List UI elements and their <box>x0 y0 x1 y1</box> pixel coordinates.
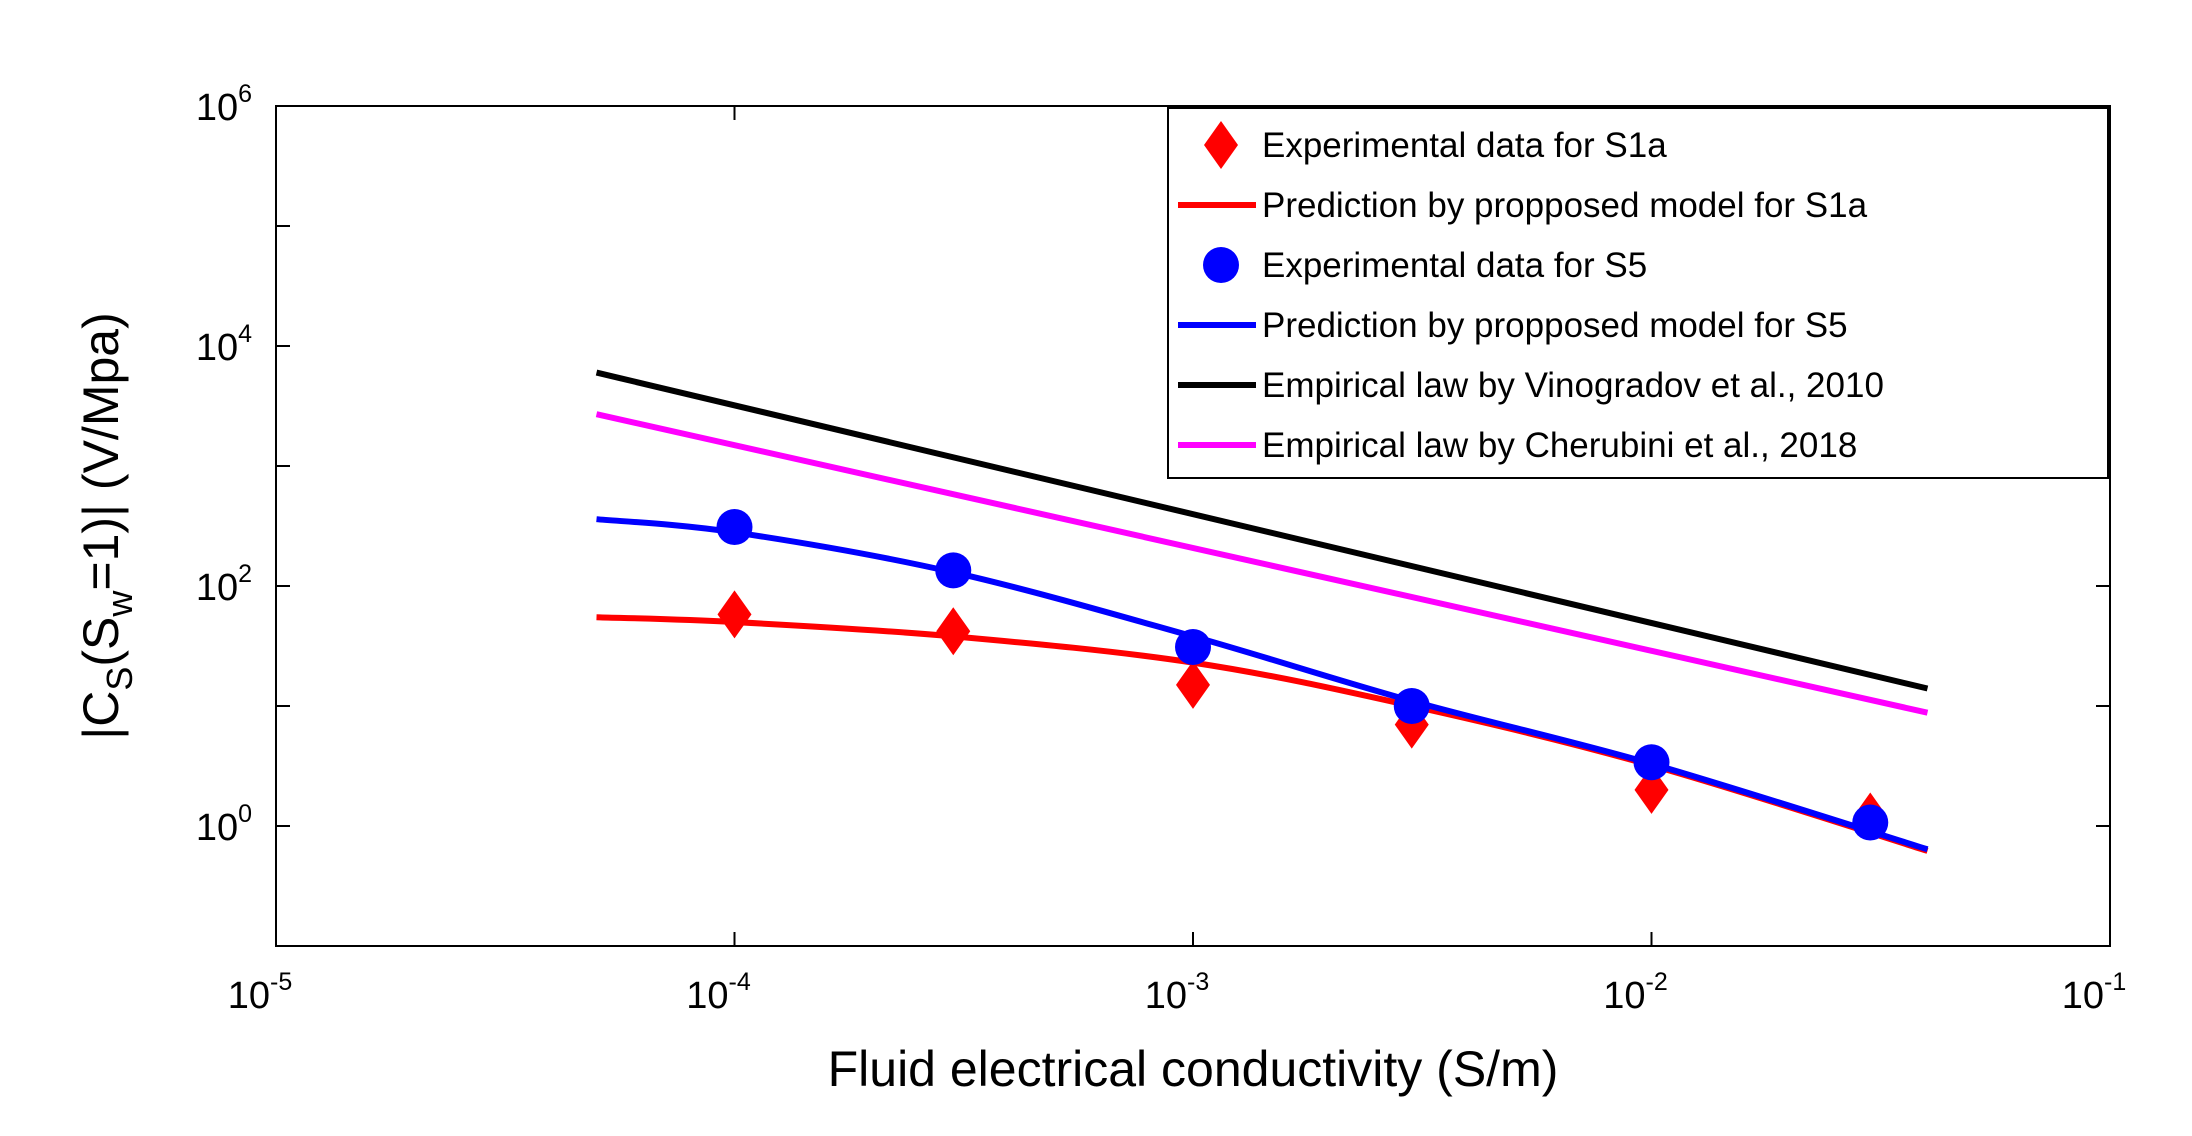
x-tick-label-base: 10 <box>228 975 270 1017</box>
legend-entry: Experimental data for S5 <box>1203 246 1647 285</box>
marker-layer <box>716 509 1889 841</box>
legend-label: Prediction by propposed model for S1a <box>1262 186 1868 225</box>
legend-entry: Empirical law by Cherubini et al., 2018 <box>1178 426 1857 465</box>
y-tick-label-exp: 2 <box>238 560 252 588</box>
legend-label: Empirical law by Cherubini et al., 2018 <box>1262 426 1857 465</box>
y-axis-title-sub-w: w <box>99 590 140 618</box>
x-tick-label-exp: -3 <box>1187 968 1209 996</box>
legend-label: Experimental data for S1a <box>1262 126 1667 165</box>
legend-box <box>1167 107 2109 479</box>
data-point-circle <box>716 509 753 546</box>
y-axis-title-suffix: =1)| (V/Mpa) <box>73 312 129 590</box>
x-tick-label-base: 10 <box>1145 975 1187 1017</box>
x-tick-label: 10-1 <box>2062 968 2127 1017</box>
y-tick-label-base: 10 <box>196 327 238 369</box>
data-point-circle <box>1393 688 1430 724</box>
x-tick-label: 10-2 <box>1603 968 1668 1017</box>
x-tick-label-base: 10 <box>2062 975 2104 1017</box>
y-tick-label: 102 <box>196 560 252 609</box>
x-tick-label-exp: -2 <box>1646 968 1668 996</box>
y-axis-title-mid: (S <box>73 617 129 667</box>
x-tick-label: 10-4 <box>686 968 751 1017</box>
legend-entry: Prediction by propposed model for S5 <box>1178 306 1848 345</box>
y-tick-label: 106 <box>196 80 252 129</box>
x-axis-title: Fluid electrical conductivity (S/m) <box>828 1041 1559 1097</box>
legend-entry: Experimental data for S1a <box>1204 121 1667 169</box>
x-tick-label-exp: -1 <box>2104 968 2126 996</box>
legend-marker-circle <box>1203 247 1239 283</box>
x-tick-labels: 10-5 10-4 10-3 10-2 10-1 <box>228 968 2127 1017</box>
data-point-circle <box>1852 804 1889 841</box>
x-tick-label-base: 10 <box>686 975 728 1017</box>
x-tick-label-exp: -5 <box>270 968 292 996</box>
legend-label: Prediction by propposed model for S5 <box>1262 306 1848 345</box>
y-tick-label-base: 10 <box>196 87 238 129</box>
data-point-circle <box>1633 744 1670 781</box>
legend-entries: Experimental data for S1a Prediction by p… <box>1178 121 1884 465</box>
data-point-diamond <box>717 590 752 639</box>
legend-marker-diamond <box>1204 121 1238 169</box>
series-line-4 <box>595 369 1929 692</box>
x-tick-label: 10-3 <box>1145 968 1210 1017</box>
y-tick-label-exp: 0 <box>238 800 252 828</box>
legend-label: Empirical law by Vinogradov et al., 2010 <box>1262 366 1884 405</box>
y-tick-label-exp: 6 <box>238 80 252 108</box>
y-tick-label-base: 10 <box>196 807 238 849</box>
legend: Experimental data for S1a Prediction by p… <box>1167 107 2109 479</box>
y-tick-label: 100 <box>196 800 252 849</box>
y-tick-label-exp: 4 <box>238 320 252 348</box>
data-point-diamond <box>1176 660 1210 709</box>
x-tick-label: 10-5 <box>228 968 293 1017</box>
x-tick-label-exp: -4 <box>729 968 751 996</box>
data-point-diamond <box>936 607 971 656</box>
y-axis-title-sub-s: S <box>99 667 140 691</box>
y-tick-label-base: 10 <box>196 567 238 609</box>
data-point-circle <box>1175 629 1211 666</box>
y-axis-title-prefix: |C <box>73 691 129 740</box>
legend-entry: Empirical law by Vinogradov et al., 2010 <box>1178 366 1884 405</box>
legend-label: Experimental data for S5 <box>1262 246 1647 285</box>
data-point-circle <box>935 552 972 589</box>
y-tick-label: 104 <box>196 320 252 369</box>
x-tick-label-base: 10 <box>1603 975 1645 1017</box>
legend-entry: Prediction by propposed model for S1a <box>1178 186 1868 225</box>
axes-frame <box>275 105 2111 947</box>
y-axis-title: |CS(Sw=1)| (V/Mpa) <box>73 312 140 739</box>
series-line-5 <box>595 411 1929 716</box>
